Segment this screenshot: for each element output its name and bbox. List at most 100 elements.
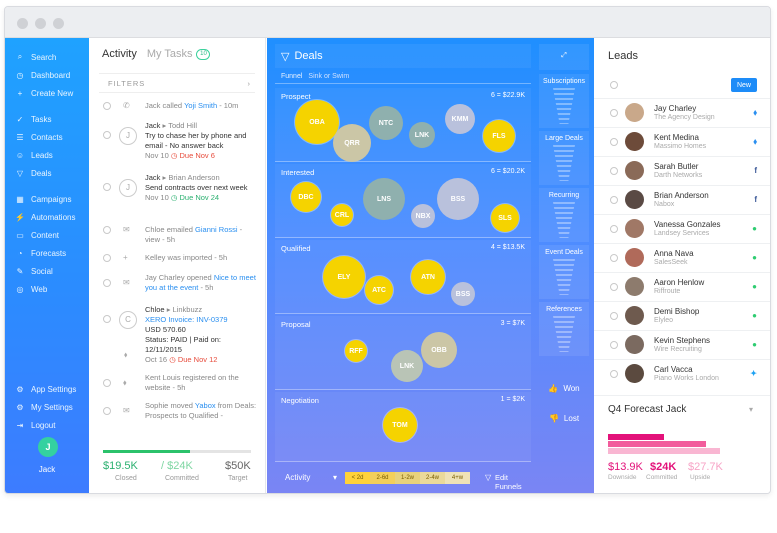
sidebar-item-tasks[interactable]: ✓ Tasks: [5, 110, 89, 128]
deal-bubble[interactable]: FLS: [483, 120, 515, 152]
deal-bubble[interactable]: ELY: [323, 256, 365, 298]
lead-checkbox[interactable]: [610, 167, 618, 175]
sidebar-item-deals[interactable]: ▽ Deals: [5, 164, 89, 182]
lead-row[interactable]: Demi Bishop Elyleo ●: [594, 301, 770, 329]
sidebar-item-create-new[interactable]: + Create New: [5, 84, 89, 102]
category-references[interactable]: References: [539, 302, 589, 356]
complete-checkbox[interactable]: [103, 226, 111, 234]
deal-bubble[interactable]: LNK: [391, 350, 423, 382]
sidebar-item-leads[interactable]: ☺ Leads: [5, 146, 89, 164]
complete-checkbox[interactable]: [103, 131, 111, 139]
deal-bubble[interactable]: DBC: [291, 182, 321, 212]
deal-bubble[interactable]: OBA: [295, 100, 339, 144]
complete-checkbox[interactable]: [103, 315, 111, 323]
lead-row[interactable]: Brian Anderson Nabox f: [594, 185, 770, 213]
sidebar-item-web[interactable]: ◎ Web: [5, 280, 89, 298]
sidebar-item-campaigns[interactable]: ▦ Campaigns: [5, 190, 89, 208]
window-maximize-button[interactable]: [53, 18, 64, 29]
complete-checkbox[interactable]: [103, 254, 111, 262]
complete-checkbox[interactable]: [103, 102, 111, 110]
lead-checkbox[interactable]: [610, 370, 618, 378]
lead-row[interactable]: Sarah Butler Darth Networks f: [594, 156, 770, 184]
select-all-checkbox[interactable]: [610, 81, 618, 89]
lead-checkbox[interactable]: [610, 138, 618, 146]
time-range-filter[interactable]: 4+w: [445, 472, 470, 484]
deal-bubble[interactable]: NBX: [411, 204, 435, 228]
won-drop-zone[interactable]: 👍 Won: [539, 378, 589, 398]
activity-filter-select[interactable]: Activity: [285, 473, 311, 482]
lead-row[interactable]: Vanessa Gonzales Landsey Services ●: [594, 214, 770, 242]
edit-funnels-link[interactable]: Edit Funnels: [495, 473, 522, 491]
deal-bubble[interactable]: BSS: [437, 178, 479, 220]
lead-checkbox[interactable]: [610, 225, 618, 233]
time-range-filter[interactable]: 1-2w: [395, 472, 420, 484]
lead-row[interactable]: Aaron Henlow Riffroute ●: [594, 272, 770, 300]
deal-bubble[interactable]: NTC: [369, 106, 403, 140]
lead-row[interactable]: Jay Charley The Agency Design ⬧: [594, 98, 770, 126]
invoice-link[interactable]: XERO Invoice: INV-0379: [145, 315, 228, 324]
sidebar-item-search[interactable]: ⌕ Search: [5, 48, 89, 66]
sidebar-item-forecasts[interactable]: ◔ Forecasts: [5, 244, 89, 262]
filters-label: FILTERS: [108, 78, 146, 88]
lead-row[interactable]: Kevin Stephens Wire Recruiting ●: [594, 330, 770, 358]
deal-bubble[interactable]: QRR: [333, 124, 371, 162]
lead-checkbox[interactable]: [610, 341, 618, 349]
tab-my-tasks[interactable]: My Tasks: [146, 48, 193, 60]
sidebar-item-logout[interactable]: ⇥ Logout: [5, 416, 89, 434]
complete-checkbox[interactable]: [103, 279, 111, 287]
deal-bubble[interactable]: SLS: [491, 204, 519, 232]
sidebar-item-automations[interactable]: ⚡ Automations: [5, 208, 89, 226]
deal-bubble[interactable]: ATN: [411, 260, 445, 294]
lead-checkbox[interactable]: [610, 312, 618, 320]
window-minimize-button[interactable]: [35, 18, 46, 29]
complete-checkbox[interactable]: [103, 379, 111, 387]
activity-target-link[interactable]: Yoji Smith: [184, 101, 218, 110]
chevron-down-icon[interactable]: ▾: [748, 405, 753, 414]
lead-checkbox[interactable]: [610, 109, 618, 117]
sidebar-item-my-settings[interactable]: ⚙ My Settings: [5, 398, 89, 416]
lead-row[interactable]: Kent Medina Massimo Homes ⬧: [594, 127, 770, 155]
tab-activity[interactable]: Activity: [102, 48, 137, 60]
sidebar-item-social[interactable]: ✎ Social: [5, 262, 89, 280]
lead-checkbox[interactable]: [610, 196, 618, 204]
category-event-deals[interactable]: Event Deals: [539, 245, 589, 299]
sidebar-item-dashboard[interactable]: ◷ Dashboard: [5, 66, 89, 84]
deal-bubble[interactable]: ATC: [365, 276, 393, 304]
deal-bubble[interactable]: TOM: [383, 408, 417, 442]
view-funnel[interactable]: Funnel: [281, 73, 303, 80]
deal-bubble[interactable]: KMM: [445, 104, 475, 134]
complete-checkbox[interactable]: [103, 183, 111, 191]
lead-checkbox[interactable]: [610, 254, 618, 262]
lost-drop-zone[interactable]: 👎 Lost: [539, 408, 589, 428]
chevron-down-icon[interactable]: ▾: [333, 473, 338, 482]
complete-checkbox[interactable]: [103, 407, 111, 415]
sidebar-item-contacts[interactable]: ☰ Contacts: [5, 128, 89, 146]
window-close-button[interactable]: [17, 18, 28, 29]
activity-target-link[interactable]: Gianni Rossi: [195, 225, 238, 234]
activity-target-link[interactable]: Nice to meet you at the event: [145, 273, 256, 292]
leads-title: Leads: [608, 50, 638, 62]
deal-bubble[interactable]: LNK: [409, 122, 435, 148]
new-lead-button[interactable]: New: [731, 78, 757, 92]
view-sink-or-swim[interactable]: Sink or Swim: [308, 73, 350, 80]
lead-checkbox[interactable]: [610, 283, 618, 291]
sidebar-item-content[interactable]: ▭ Content: [5, 226, 89, 244]
filters-bar[interactable]: FILTERS ›: [99, 73, 255, 93]
activity-target-link[interactable]: Yabox: [194, 401, 216, 410]
deal-bubble[interactable]: OBB: [421, 332, 457, 368]
lead-row[interactable]: Carl Vacca Piano Works London ✦: [594, 359, 770, 387]
deal-bubble[interactable]: LNS: [363, 178, 405, 220]
user-avatar[interactable]: J: [38, 437, 58, 457]
deal-bubble[interactable]: CRL: [331, 204, 353, 226]
deal-bubble[interactable]: BSS: [451, 282, 475, 306]
time-range-filter[interactable]: 2-6d: [370, 472, 395, 484]
category-large-deals[interactable]: Large Deals: [539, 131, 589, 185]
lead-row[interactable]: Anna Nava SalesSeek ●: [594, 243, 770, 271]
category-subscriptions[interactable]: Subscriptions: [539, 74, 589, 128]
category-recurring[interactable]: Recurring: [539, 188, 589, 242]
expand-button[interactable]: ⤢: [539, 44, 589, 70]
time-range-filter[interactable]: < 2d: [345, 472, 370, 484]
sidebar-item-app-settings[interactable]: ⚙ App Settings: [5, 380, 89, 398]
time-range-filter[interactable]: 2-4w: [420, 472, 445, 484]
deal-bubble[interactable]: RFF: [345, 340, 367, 362]
